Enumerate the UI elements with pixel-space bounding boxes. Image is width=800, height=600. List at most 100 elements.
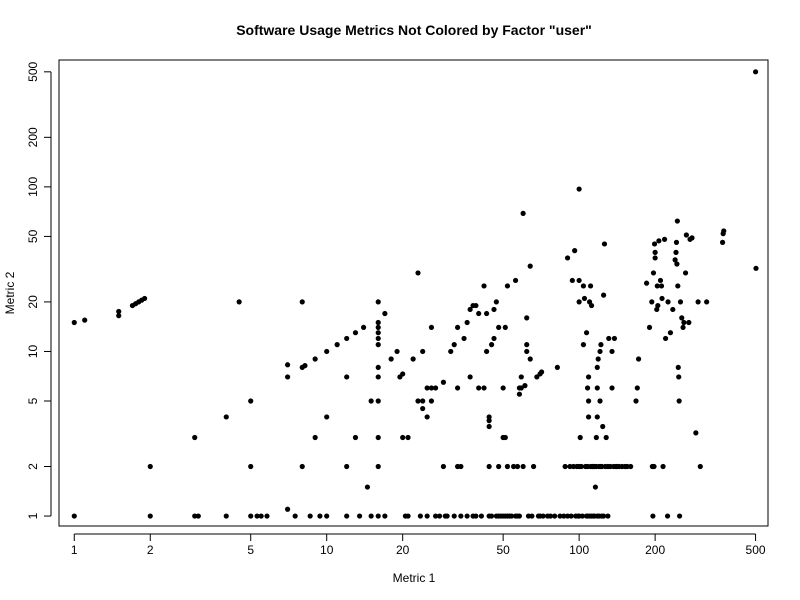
- data-point: [116, 313, 122, 319]
- data-point: [609, 385, 615, 391]
- data-point: [552, 513, 558, 519]
- data-point: [436, 513, 443, 519]
- data-point: [344, 335, 350, 342]
- data-point: [576, 277, 582, 284]
- data-point: [643, 280, 650, 286]
- data-point: [417, 513, 423, 519]
- data-point: [481, 283, 487, 289]
- data-point: [454, 385, 461, 391]
- x-tick-label: 20: [396, 543, 410, 557]
- data-point: [524, 315, 530, 321]
- data-point: [368, 513, 374, 519]
- data-point: [673, 249, 679, 255]
- data-point: [491, 335, 497, 342]
- data-point: [364, 484, 371, 490]
- x-axis: 1 2 5 10 20 50 100 200 500: [71, 533, 766, 557]
- data-point: [611, 335, 618, 342]
- data-point: [569, 277, 575, 284]
- data-point: [520, 463, 526, 470]
- data-point: [428, 324, 435, 331]
- data-point: [420, 348, 426, 355]
- data-point: [601, 513, 607, 519]
- data-point: [564, 513, 571, 519]
- x-tick-label: 500: [746, 543, 766, 557]
- data-point: [516, 513, 523, 519]
- data-point: [302, 363, 308, 369]
- data-point: [496, 463, 502, 470]
- x-tick-label: 100: [569, 543, 589, 557]
- data-point: [324, 348, 330, 355]
- data-point: [344, 513, 350, 519]
- data-point: [675, 283, 681, 289]
- data-point: [652, 255, 658, 261]
- data-point: [504, 283, 511, 289]
- data-point: [652, 249, 658, 255]
- data-point: [388, 356, 394, 362]
- data-point: [476, 310, 482, 317]
- data-point: [587, 283, 594, 289]
- data-point: [147, 463, 153, 470]
- data-point: [432, 385, 439, 391]
- data-point: [496, 324, 502, 331]
- data-point: [264, 513, 270, 519]
- data-point: [585, 398, 592, 404]
- data-point: [514, 463, 521, 470]
- y-tick-label: 5: [26, 397, 40, 404]
- data-point: [540, 513, 546, 519]
- data-point: [661, 236, 668, 242]
- data-point: [116, 308, 122, 315]
- data-point: [432, 513, 439, 519]
- data-point: [458, 463, 464, 470]
- data-point: [650, 270, 657, 276]
- data-point: [564, 255, 571, 261]
- data-point: [357, 513, 363, 519]
- data-point: [467, 306, 473, 313]
- data-point: [375, 434, 381, 441]
- y-tick-label: 50: [26, 229, 40, 243]
- data-point: [689, 235, 695, 241]
- x-tick-label: 1: [71, 543, 78, 557]
- data-point: [681, 319, 687, 326]
- data-point: [375, 319, 381, 326]
- data-point: [491, 306, 497, 313]
- data-point: [527, 356, 533, 362]
- data-point: [248, 513, 254, 519]
- data-point: [375, 513, 381, 519]
- data-point: [580, 283, 587, 289]
- data-point: [508, 513, 515, 519]
- data-point: [659, 295, 665, 302]
- data-point: [428, 385, 435, 391]
- plot-area-frame: [58, 59, 769, 527]
- data-point: [454, 324, 461, 331]
- data-point: [580, 342, 587, 348]
- data-point: [675, 364, 681, 371]
- data-point: [502, 434, 508, 441]
- data-point: [605, 513, 611, 519]
- data-point: [577, 434, 583, 441]
- data-point: [71, 513, 77, 519]
- data-point: [646, 324, 653, 331]
- data-point: [410, 356, 416, 362]
- data-point: [461, 335, 467, 342]
- data-point: [400, 434, 406, 441]
- data-point: [522, 383, 528, 389]
- data-point: [405, 434, 411, 441]
- data-point: [524, 348, 530, 355]
- data-point: [554, 364, 560, 371]
- data-point: [488, 342, 495, 348]
- data-point: [71, 319, 77, 326]
- data-point: [594, 364, 600, 371]
- data-point: [464, 319, 470, 326]
- data-point: [440, 463, 447, 470]
- data-point: [603, 434, 609, 441]
- data-point: [664, 513, 671, 519]
- data-point: [686, 319, 692, 326]
- data-point: [502, 324, 508, 331]
- data-point: [484, 310, 490, 317]
- data-point: [581, 295, 588, 302]
- data-point: [704, 299, 710, 305]
- data-point: [448, 348, 454, 355]
- data-point: [512, 277, 519, 284]
- data-point: [634, 385, 640, 391]
- data-point: [672, 257, 678, 263]
